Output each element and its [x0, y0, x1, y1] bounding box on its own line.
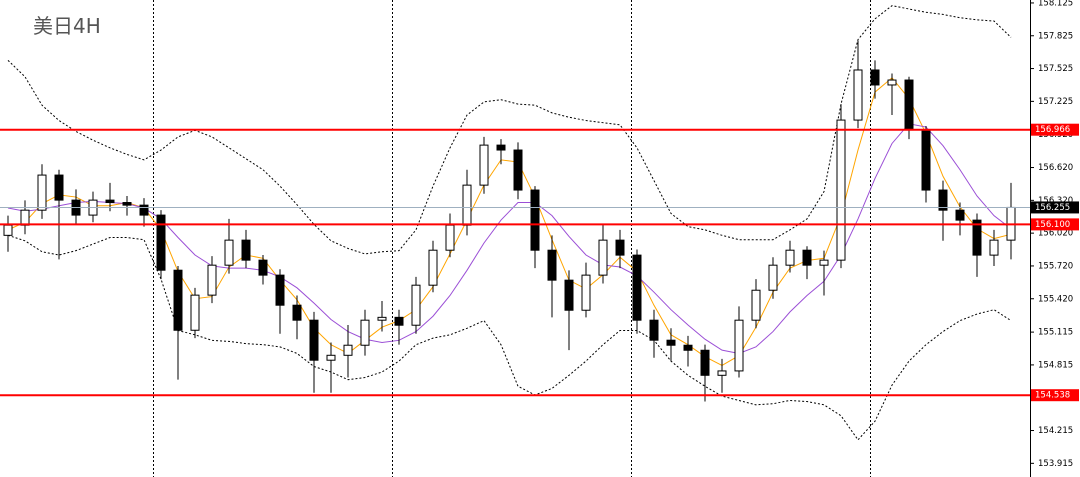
candle-body — [37, 174, 47, 211]
y-tick-label: 156.020 — [1038, 229, 1073, 239]
candle-body — [207, 264, 217, 296]
candle-body — [156, 214, 166, 271]
level-label-box — [1031, 389, 1079, 402]
y-tick-label: 154.215 — [1038, 426, 1073, 436]
candle-body — [955, 209, 965, 221]
candle-body — [972, 219, 982, 256]
candle-body — [530, 189, 540, 251]
candle-body — [649, 319, 659, 341]
candle-body — [989, 239, 999, 256]
candle-body — [275, 274, 285, 306]
y-tick-label: 153.915 — [1038, 459, 1073, 469]
candle-body — [241, 239, 251, 261]
level-label: 156.100 — [1035, 220, 1070, 230]
candle-body — [938, 189, 948, 211]
y-tick-label: 157.525 — [1038, 64, 1073, 74]
plot-area — [0, 5, 1030, 441]
candle-body — [666, 339, 676, 346]
candle-body — [394, 316, 404, 326]
candle-body — [547, 249, 557, 281]
level-label: 156.255 — [1035, 203, 1070, 213]
candle-body — [734, 319, 744, 372]
candle-body — [411, 284, 421, 326]
candle-body — [326, 354, 336, 361]
price-axis-labels: 158.125157.825157.525157.225156.920156.6… — [1030, 0, 1079, 469]
candle-body — [632, 254, 642, 321]
candle-body — [309, 319, 319, 361]
candle-body — [105, 199, 115, 204]
candle-body — [904, 79, 914, 131]
candle-body — [785, 249, 795, 266]
candle-body — [581, 274, 591, 311]
candle-body — [292, 304, 302, 321]
candle-body — [768, 264, 778, 291]
candle-body — [717, 370, 727, 376]
y-tick-label: 156.620 — [1038, 163, 1073, 173]
candle-body — [258, 259, 268, 276]
candle-body — [836, 119, 846, 261]
level-label-box — [1031, 123, 1079, 136]
candle-body — [751, 289, 761, 321]
candle-body — [54, 174, 64, 201]
y-tick-label: 155.420 — [1038, 294, 1073, 304]
candle-body — [598, 239, 608, 276]
candle-body — [224, 239, 234, 266]
candle-body — [700, 349, 710, 376]
candle-body — [683, 344, 693, 351]
candle-body — [870, 69, 880, 86]
y-tick-label: 156.320 — [1038, 196, 1073, 206]
y-tick-label: 154.815 — [1038, 360, 1073, 370]
level-label-box — [1031, 201, 1079, 214]
candle-body — [445, 224, 455, 251]
y-tick-label: 158.125 — [1038, 0, 1073, 8]
level-label: 154.538 — [1035, 391, 1070, 401]
chart-title: 美日4H — [33, 14, 101, 38]
candle-body — [428, 249, 438, 286]
candle-body — [462, 184, 472, 226]
candle-body — [819, 259, 829, 266]
y-tick-label: 155.115 — [1038, 328, 1073, 338]
level-label: 156.966 — [1035, 125, 1070, 135]
candle-body — [853, 69, 863, 121]
candle-body — [496, 144, 506, 151]
candle-body — [887, 79, 897, 86]
candle-body — [479, 144, 489, 186]
candle-body — [564, 279, 574, 311]
y-tick-label: 155.720 — [1038, 261, 1073, 271]
candle-body — [20, 209, 30, 226]
candle-body — [360, 319, 370, 346]
candle-body — [190, 294, 200, 331]
candle-body — [921, 129, 931, 191]
candle-body — [377, 316, 387, 321]
candle-body — [615, 239, 625, 256]
y-tick-label: 157.825 — [1038, 31, 1073, 41]
overlay-line — [7, 5, 1012, 255]
y-tick-label: 157.225 — [1038, 97, 1073, 107]
candle-body — [3, 224, 13, 236]
candle-body — [173, 269, 183, 331]
candle-body — [139, 204, 149, 216]
candle-body — [343, 344, 353, 356]
period-separators — [153, 0, 871, 477]
candle-body — [802, 249, 812, 266]
level-label-box — [1031, 218, 1079, 231]
candle-body — [122, 202, 132, 206]
candle-body — [513, 149, 523, 191]
